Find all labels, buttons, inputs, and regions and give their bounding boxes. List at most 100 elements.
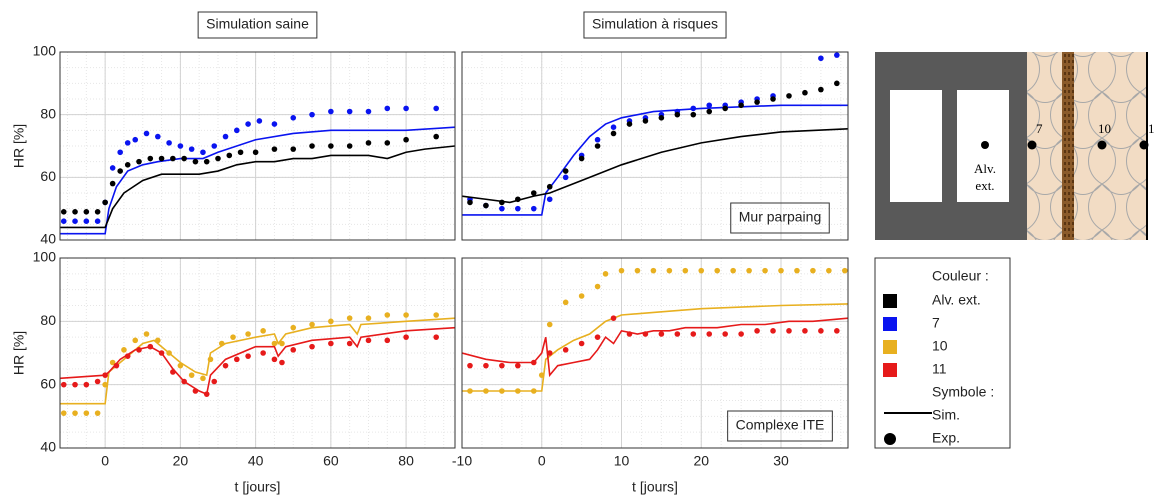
exp-point <box>562 174 569 181</box>
y-tick-label: 40 <box>40 439 56 455</box>
exp-point <box>279 340 285 347</box>
exp-point <box>538 372 545 378</box>
plot-area <box>60 52 455 240</box>
exp-point <box>834 328 840 334</box>
exp-point <box>778 267 784 274</box>
column-title: Simulation saine <box>206 16 309 32</box>
exp-point <box>384 140 391 146</box>
legend-label: Exp. <box>932 430 960 446</box>
exp-point <box>634 267 641 274</box>
exp-point <box>546 183 553 190</box>
exp-point <box>738 331 744 337</box>
exp-point <box>211 143 218 149</box>
exp-point <box>433 334 439 340</box>
exp-point <box>610 130 617 137</box>
exp-point <box>290 146 297 152</box>
exp-point <box>158 350 165 356</box>
exp-point <box>102 381 108 388</box>
exp-point <box>602 271 609 277</box>
exp-point <box>467 362 473 369</box>
sensor-label: ext. <box>975 178 994 193</box>
exp-point <box>109 359 116 366</box>
legend-label: 7 <box>932 315 940 331</box>
x-tick-label: 60 <box>323 453 339 469</box>
exp-point <box>177 143 184 149</box>
exp-point <box>181 155 187 162</box>
exp-point <box>147 343 154 350</box>
exp-point <box>842 267 848 274</box>
exp-point <box>754 328 760 334</box>
exp-point <box>618 267 625 274</box>
exp-point <box>94 209 101 215</box>
data <box>462 52 848 216</box>
exp-point <box>237 149 244 156</box>
exp-point <box>328 318 334 325</box>
y-tick-label: 60 <box>40 375 56 391</box>
exp-point <box>72 218 78 224</box>
exp-point <box>83 410 90 416</box>
exp-point <box>117 149 123 156</box>
exp-point <box>72 381 78 388</box>
exp-point <box>818 86 824 93</box>
exp-point <box>786 93 792 99</box>
exp-point <box>738 102 744 109</box>
exp-point <box>109 180 116 187</box>
exp-point <box>403 312 409 318</box>
exp-point <box>218 340 225 347</box>
x-tick-label: 0 <box>101 453 109 469</box>
exp-point <box>706 102 713 109</box>
exp-point <box>610 315 617 321</box>
exp-point <box>166 350 172 356</box>
exp-point <box>365 140 372 146</box>
exp-point <box>642 331 649 337</box>
exp-point <box>245 121 251 127</box>
exp-point <box>530 190 537 196</box>
exp-point <box>483 388 489 394</box>
sensor <box>1139 140 1149 150</box>
exp-point <box>722 105 728 112</box>
exp-point <box>530 359 537 366</box>
exp-point <box>666 267 673 274</box>
exp-point <box>83 218 90 224</box>
legend-dot <box>884 433 896 445</box>
y-tick-label: 100 <box>33 249 57 265</box>
exp-point <box>403 334 409 340</box>
exp-point <box>826 267 832 274</box>
exp-point <box>546 196 553 203</box>
panel: Simulation à risques Mur parpaing <box>461 11 849 241</box>
exp-point <box>256 118 263 124</box>
x-tick-label: 30 <box>773 453 789 469</box>
exp-point <box>211 378 218 385</box>
exp-point <box>155 337 161 344</box>
exp-point <box>60 410 67 416</box>
exp-point <box>346 340 353 347</box>
exp-point <box>309 143 315 149</box>
exp-point <box>143 130 150 137</box>
exp-point <box>328 143 334 149</box>
exp-point <box>245 353 251 359</box>
exp-point <box>483 362 489 369</box>
exp-point <box>207 356 214 363</box>
exp-point <box>72 209 78 215</box>
y-axis-label: HR [%] <box>11 331 27 375</box>
exp-point <box>113 362 120 369</box>
sensor-label: Alv. <box>974 161 996 176</box>
exp-point <box>94 378 101 385</box>
exp-point <box>658 331 665 337</box>
exp-point <box>170 155 176 162</box>
y-axis-label: HR [%] <box>11 124 27 168</box>
annotation-box <box>730 202 830 234</box>
exp-point <box>83 381 90 388</box>
cell <box>890 90 942 202</box>
title-box <box>583 11 727 39</box>
exp-point <box>271 121 278 127</box>
legend-swatch <box>883 317 897 331</box>
exp-point <box>499 362 505 369</box>
x-axis-label: t [jours] <box>632 479 678 495</box>
exp-point <box>810 267 816 274</box>
exp-point <box>433 312 439 318</box>
exp-point <box>674 331 681 337</box>
x-tick-label: 10 <box>614 453 630 469</box>
legend-swatch <box>883 363 897 377</box>
exp-point <box>365 337 372 344</box>
